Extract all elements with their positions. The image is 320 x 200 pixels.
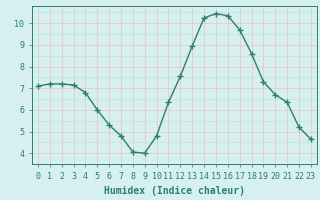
X-axis label: Humidex (Indice chaleur): Humidex (Indice chaleur): [104, 186, 245, 196]
